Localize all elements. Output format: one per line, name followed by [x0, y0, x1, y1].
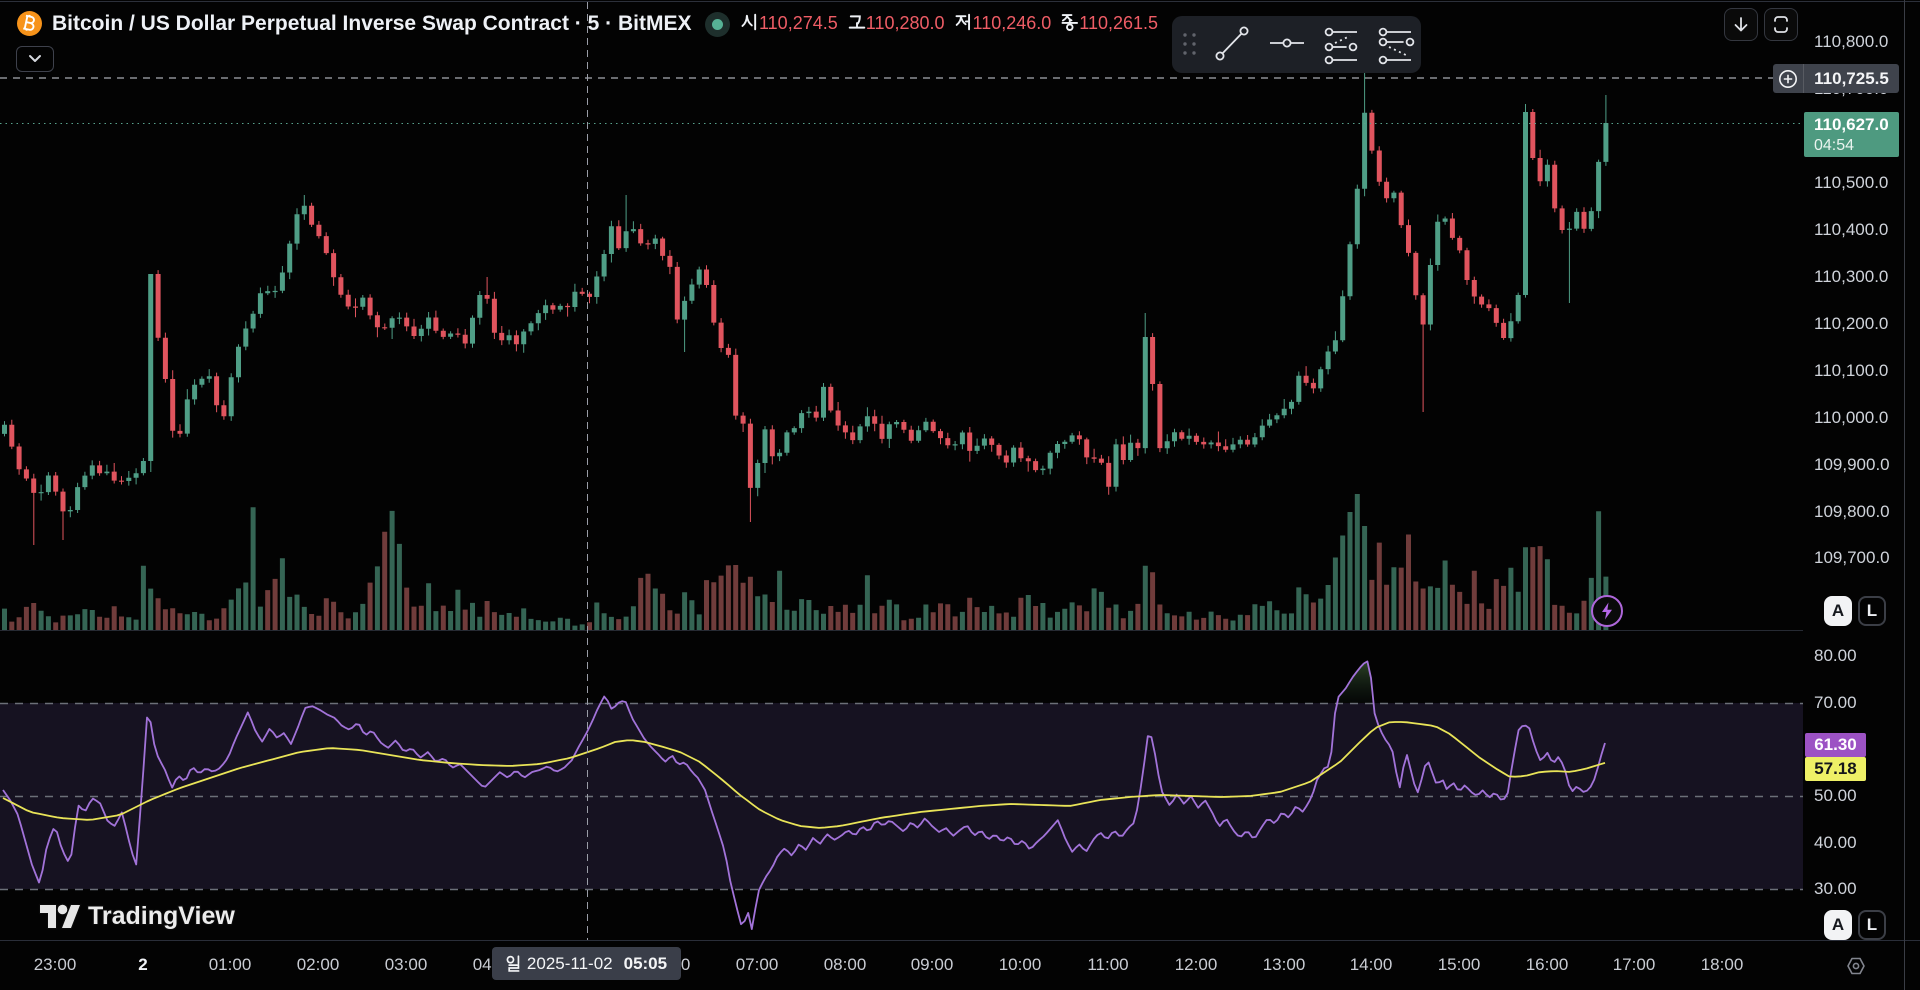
svg-text:TradingView: TradingView: [88, 902, 235, 930]
